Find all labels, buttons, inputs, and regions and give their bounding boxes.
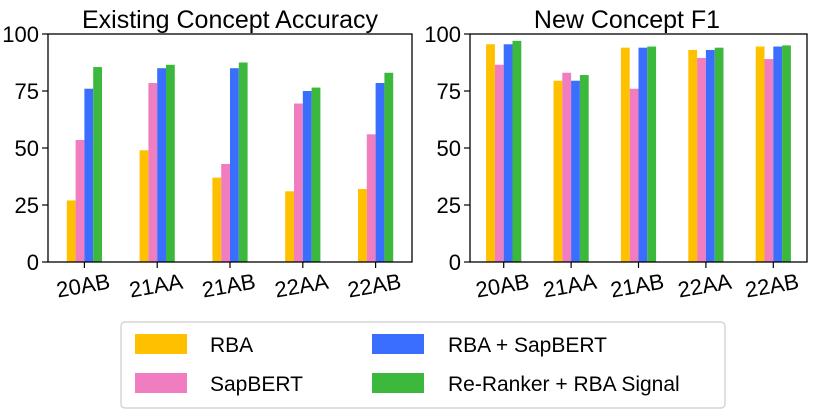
right-bar-re-ranker-rba-signal-21ab [647,46,657,262]
legend-swatch-reranker [372,373,424,393]
left-bar-re-ranker-rba-signal-22aa [311,87,321,262]
left-xtick-label: 21AA [127,269,185,303]
left-bar-sapbert-20ab [75,140,85,262]
right-ytick-label: 75 [437,79,461,104]
right-bar-sapbert-22aa [697,57,706,262]
right-chart-plot: 0 25 50 75 100 20AB 21AA 21AB 22AA 22AB [424,22,808,303]
left-xtick-label: 22AB [346,269,403,303]
left-bar-sapbert-21aa [148,83,158,263]
left-bar-rba-22aa [285,191,294,262]
right-bar-sapbert-21ab [629,88,639,262]
legend-swatch-rba [135,334,187,354]
left-bar-sapbert-22aa [294,103,303,262]
right-bar-rba-sapbert-22ab [773,46,783,262]
legend-label-rba: RBA [210,334,253,357]
legend-label-reranker: Re-Ranker + RBA Signal [448,373,680,396]
legend-swatch-rba-sapbert [372,334,424,354]
right-ytick-label: 0 [449,250,461,275]
left-bar-re-ranker-rba-signal-21aa [166,64,175,262]
left-ytick-label: 75 [15,79,39,104]
left-bar-rba-sapbert-21ab [230,68,239,262]
right-chart-title: New Concept F1 [534,6,720,34]
left-bar-rba-sapbert-22aa [302,91,312,262]
right-bar-rba-sapbert-20ab [503,44,513,263]
right-bar-re-ranker-rba-signal-21aa [579,75,589,262]
right-bar-sapbert-20ab [494,64,504,262]
left-bar-re-ranker-rba-signal-22ab [384,72,394,262]
legend-swatch-sapbert [135,373,187,393]
left-bar-rba-20ab [66,200,76,262]
left-chart-title: Existing Concept Accuracy [82,6,378,34]
right-bar-re-ranker-rba-signal-20ab [512,40,522,263]
right-ytick-label: 50 [437,136,461,161]
right-ytick-label: 25 [437,193,461,218]
left-ytick-label: 0 [27,250,39,275]
right-bar-rba-sapbert-21aa [571,80,580,263]
left-bar-rba-21ab [212,177,222,262]
left-ytick-label: 50 [15,136,39,161]
left-bar-rba-sapbert-20ab [84,88,94,262]
right-xtick-label: 20AB [474,269,531,303]
right-xtick-label: 22AB [743,269,800,303]
left-ytick-label: 25 [15,193,39,218]
left-ytick-label: 100 [2,22,39,47]
left-xtick-label: 20AB [54,269,111,303]
left-chart-plot: 0 25 50 75 100 20AB 21AA 21AB 22AA 22AB [2,22,413,303]
right-bar-rba-21aa [553,80,563,263]
right-bar-rba-sapbert-22aa [705,49,715,263]
right-bar-sapbert-22ab [764,59,774,262]
right-bar-re-ranker-rba-signal-22ab [782,45,791,263]
right-bar-sapbert-21aa [562,72,572,262]
left-bar-sapbert-21ab [221,163,230,262]
left-bar-re-ranker-rba-signal-20ab [93,67,102,262]
right-bar-rba-20ab [486,44,495,263]
left-xtick-label: 21AB [200,269,257,303]
left-bar-rba-22ab [358,189,367,262]
right-xtick-label: 21AA [541,269,599,303]
legend: RBA SapBERT RBA + SapBERT Re-Ranker + RB… [120,321,726,409]
left-bar-re-ranker-rba-signal-21ab [238,62,248,262]
legend-label-rba-sapbert: RBA + SapBERT [448,334,607,357]
legend-label-sapbert: SapBERT [210,373,303,396]
left-bar-rba-sapbert-22ab [375,83,385,263]
legend-frame [120,321,726,409]
right-bar-rba-22aa [688,49,698,263]
right-xtick-label: 22AA [676,269,734,303]
right-bar-re-ranker-rba-signal-22aa [714,47,724,263]
right-ytick-label: 100 [424,22,461,47]
right-xtick-label: 21AB [609,269,666,303]
right-bar-rba-sapbert-21ab [638,47,648,263]
left-chart: Existing Concept Accuracy 0 25 50 75 100 20AB… [2,6,413,303]
right-chart: New Concept F1 0 25 50 75 100 20AB 21AA 21AB 22A… [424,6,808,303]
left-bar-sapbert-22ab [366,134,376,262]
right-bar-rba-21ab [620,47,630,263]
right-bar-rba-22ab [755,46,765,262]
left-xtick-label: 22AA [273,269,331,303]
left-bar-rba-sapbert-21aa [157,68,166,262]
left-bar-rba-21aa [139,150,149,262]
